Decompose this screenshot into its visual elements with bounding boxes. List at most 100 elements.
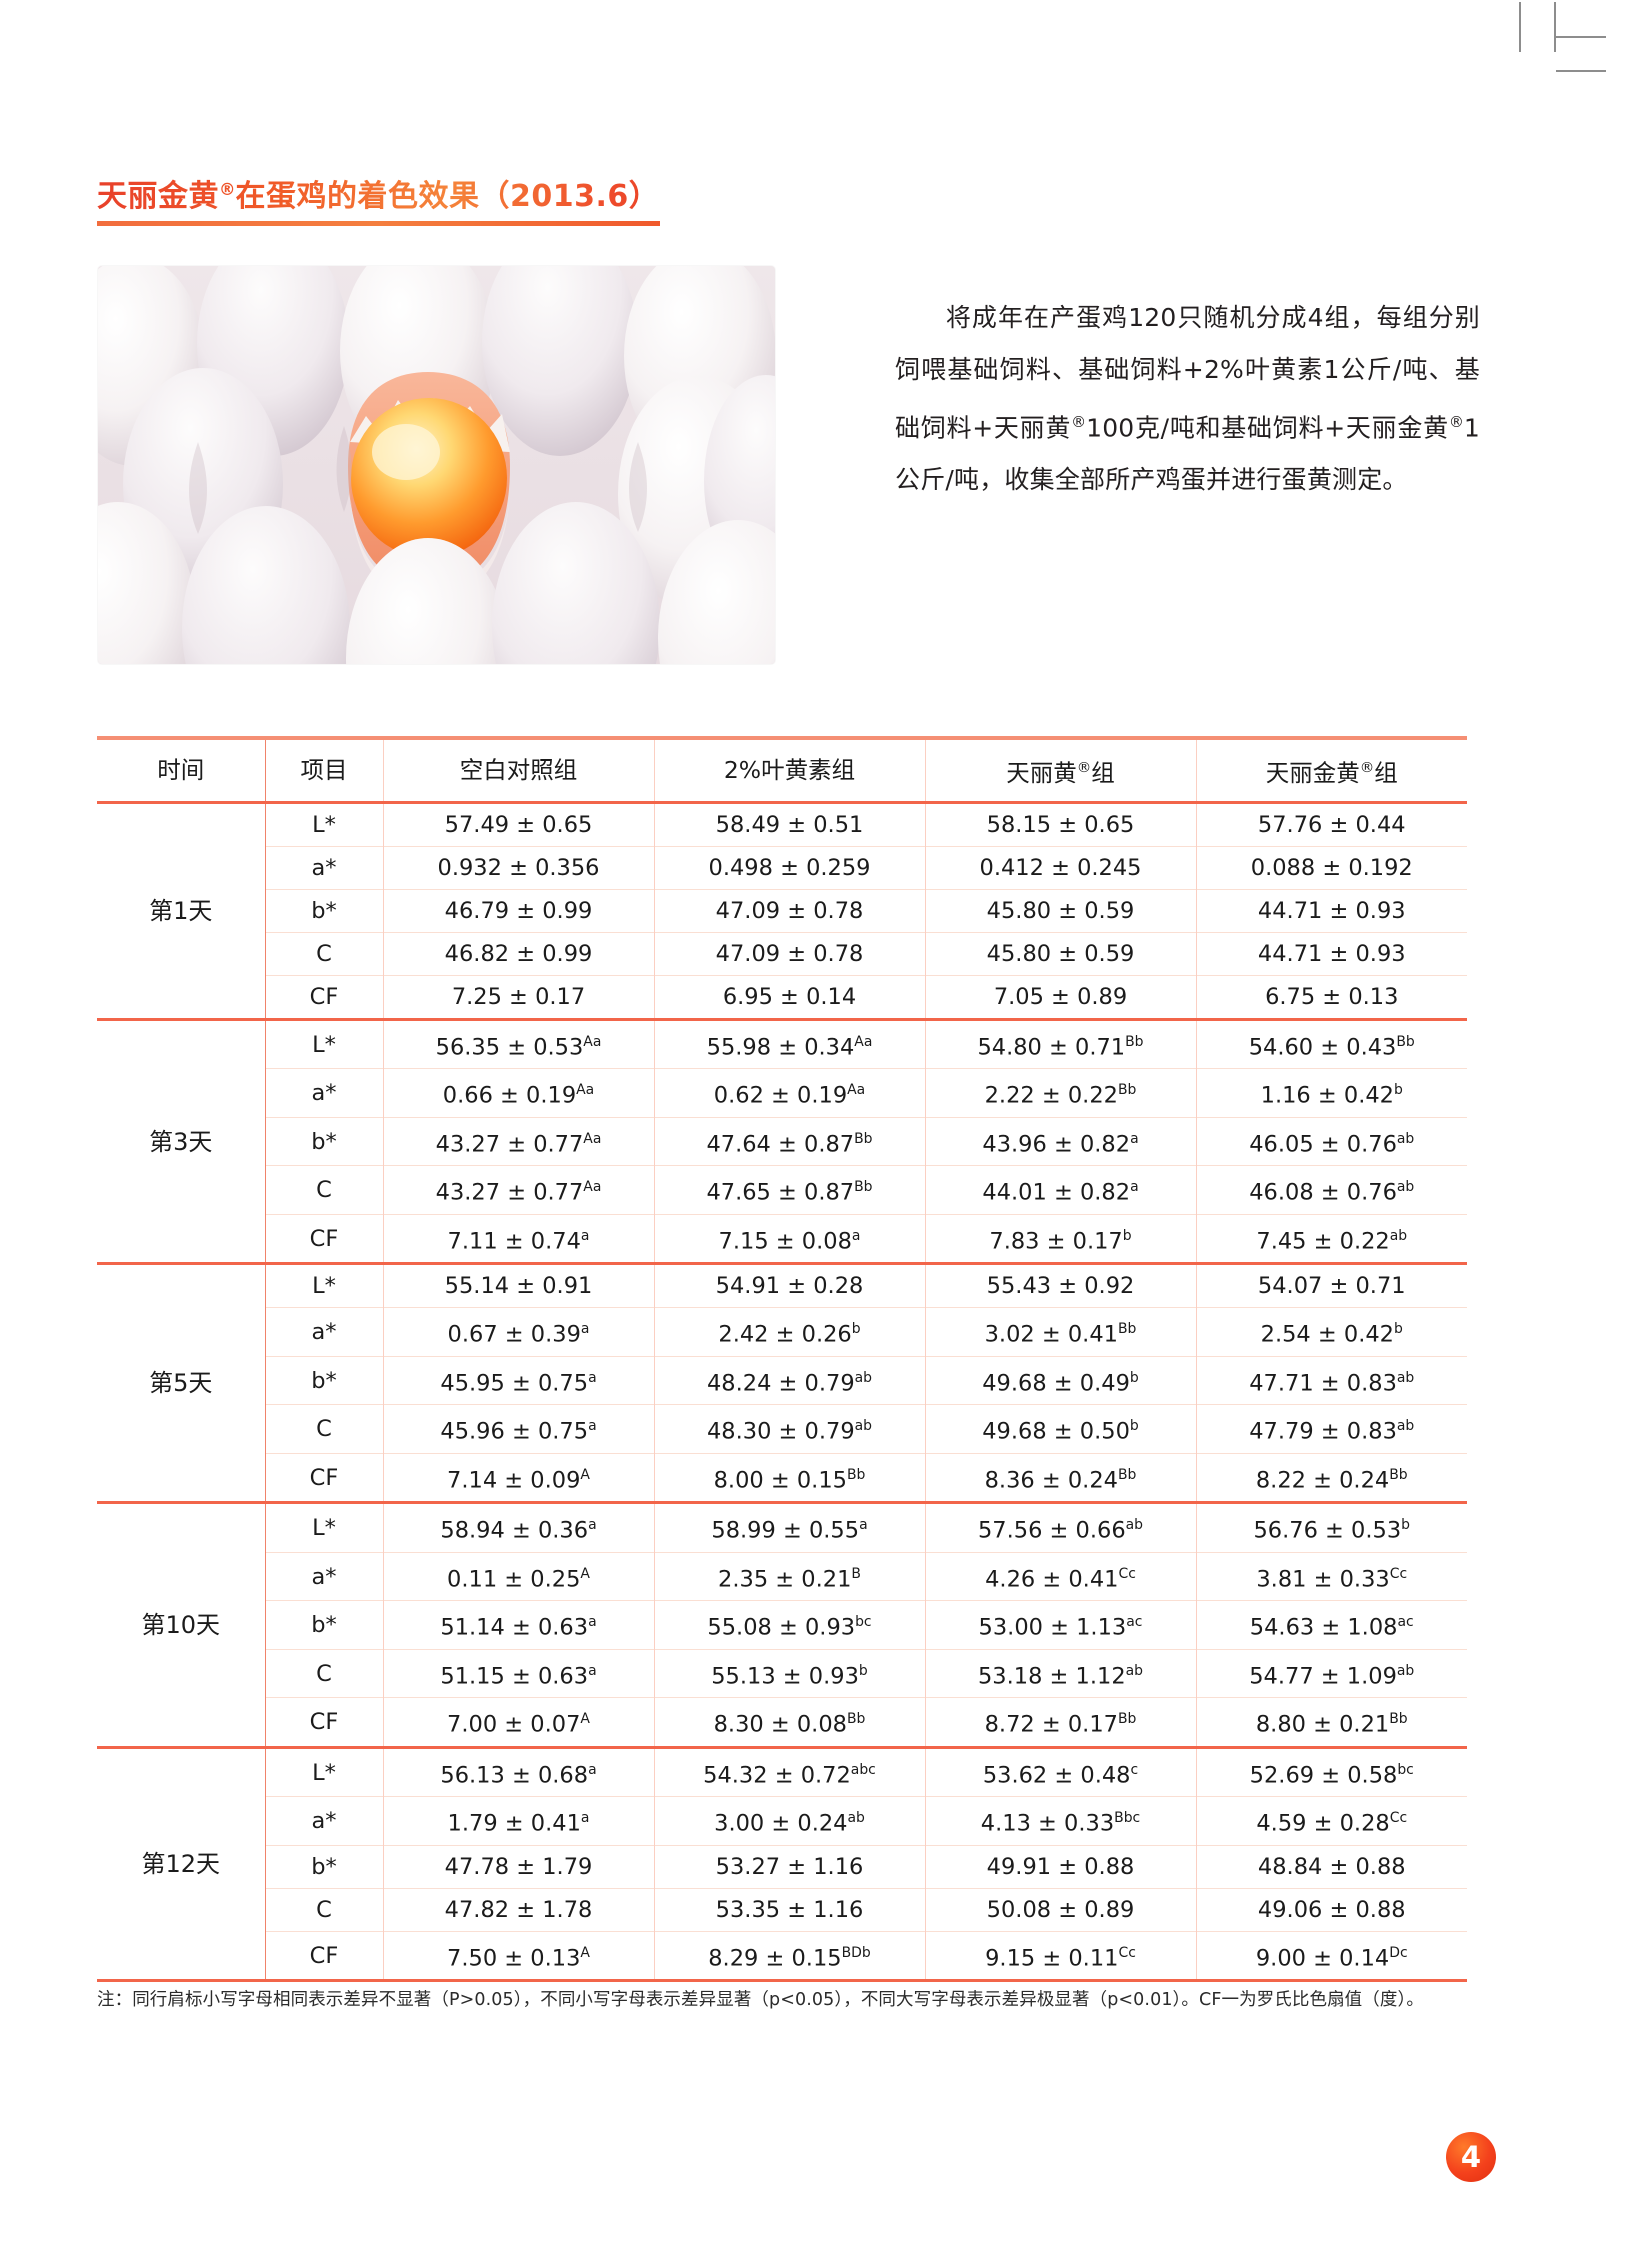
measurement-cell: 43.27 ± 0.77Aa — [383, 1165, 655, 1215]
significance-superscript: ab — [854, 1418, 873, 1435]
measurement-cell: 54.07 ± 0.71 — [1196, 1264, 1467, 1308]
measure-label-cell: C — [264, 1404, 384, 1454]
measurement-cell: 53.62 ± 0.48c — [925, 1747, 1197, 1797]
measurement-value: 51.15 ± 0.63 — [440, 1663, 589, 1690]
measurement-cell: 49.68 ± 0.49b — [925, 1356, 1197, 1405]
measure-label-cell: C — [264, 1165, 384, 1215]
title-product-name: 天丽金黄 — [97, 179, 219, 214]
measurement-cell: 7.83 ± 0.17b — [925, 1214, 1197, 1264]
measurement-cell: 54.80 ± 0.71Bb — [925, 1019, 1197, 1069]
significance-superscript: b — [1129, 1418, 1139, 1435]
registered-mark-icon-3: ® — [1448, 413, 1464, 431]
measurement-value: 54.91 ± 0.28 — [715, 1273, 864, 1300]
measurement-value: 55.98 ± 0.34 — [706, 1034, 855, 1061]
measurement-cell: 0.11 ± 0.25A — [383, 1552, 655, 1601]
table-row: C 45.96 ± 0.75a 48.30 ± 0.79ab 49.68 ± 0.50… — [97, 1404, 1467, 1454]
significance-superscript: ab — [1396, 1369, 1415, 1386]
measurement-cell: 57.49 ± 0.65 — [383, 802, 655, 847]
measurement-cell: 47.71 ± 0.83ab — [1196, 1356, 1467, 1405]
measurement-cell: 7.15 ± 0.08a — [654, 1214, 926, 1264]
measurement-cell: 44.71 ± 0.93 — [1196, 932, 1467, 975]
significance-superscript: BDb — [841, 1944, 871, 1961]
table-row: CF 7.50 ± 0.13A 8.29 ± 0.15BDb 9.15 ± 0.11C… — [97, 1931, 1467, 1981]
measurement-value: 53.35 ± 1.16 — [715, 1896, 864, 1923]
measurement-cell: 6.95 ± 0.14 — [654, 975, 926, 1020]
measurement-value: 54.77 ± 1.09 — [1249, 1663, 1397, 1690]
intro-line-3a: 础饲料+天丽黄 — [895, 413, 1072, 443]
significance-superscript: b — [1394, 1321, 1403, 1338]
measurement-cell: 9.15 ± 0.11Cc — [925, 1931, 1197, 1981]
significance-superscript: Bb — [1389, 1711, 1408, 1728]
measurement-cell: 46.05 ± 0.76ab — [1196, 1117, 1467, 1166]
measurement-cell: 8.00 ± 0.15Bb — [654, 1453, 926, 1503]
measurement-value: 54.60 ± 0.43 — [1248, 1034, 1397, 1061]
column-header-lutein-group: 2%叶黄素组 — [654, 738, 926, 803]
measurement-cell: 8.72 ± 0.17Bb — [925, 1697, 1197, 1748]
measurement-value: 4.26 ± 0.41 — [985, 1566, 1119, 1593]
measurement-value: 49.68 ± 0.49 — [982, 1370, 1130, 1397]
significance-superscript: A — [580, 1565, 590, 1582]
measurement-cell: 7.14 ± 0.09A — [383, 1453, 655, 1503]
measurement-value: 44.71 ± 0.93 — [1257, 940, 1406, 967]
measure-label-cell: b* — [264, 889, 384, 933]
significance-superscript: Bb — [1117, 1466, 1137, 1483]
measurement-cell: 3.02 ± 0.41Bb — [925, 1307, 1197, 1357]
significance-superscript: A — [580, 1711, 590, 1728]
measurement-cell: 46.79 ± 0.99 — [383, 889, 655, 933]
measurement-cell: 48.84 ± 0.88 — [1196, 1845, 1467, 1888]
measurement-cell: 7.00 ± 0.07A — [383, 1697, 655, 1748]
measurement-value: 45.95 ± 0.75 — [440, 1370, 589, 1397]
significance-superscript: ab — [847, 1810, 865, 1827]
measurement-value: 45.80 ± 0.59 — [986, 897, 1135, 924]
time-label-cell: 第12天 — [141, 1850, 221, 1879]
measure-label-cell: a* — [264, 846, 384, 890]
significance-superscript: Dc — [1389, 1944, 1408, 1961]
section-title: 天丽金黄®在蛋鸡的着色效果（2013.6） — [97, 178, 737, 226]
significance-superscript: Aa — [583, 1179, 602, 1196]
significance-superscript: Bb — [1389, 1466, 1408, 1483]
measure-label-cell: L* — [264, 1263, 384, 1308]
table-row: a* 0.66 ± 0.19Aa 0.62 ± 0.19Aa 2.22 ± 0.22B… — [97, 1068, 1467, 1118]
measurement-value: 47.82 ± 1.78 — [444, 1896, 593, 1923]
measure-label-cell: CF — [264, 1697, 384, 1748]
intro-line-4: 1公斤/吨，收集全部所产鸡蛋并进行蛋黄测定。 — [895, 413, 1480, 495]
measurement-cell: 50.08 ± 0.89 — [925, 1888, 1197, 1932]
significance-superscript: Cc — [1118, 1944, 1136, 1961]
measurement-cell: 56.76 ± 0.53b — [1196, 1503, 1467, 1553]
measure-label-cell: C — [264, 1888, 384, 1932]
measure-label-cell: CF — [264, 1453, 384, 1503]
table-row: CF 7.14 ± 0.09A 8.00 ± 0.15Bb 8.36 ± 0.24Bb… — [97, 1453, 1467, 1503]
measurement-value: 58.49 ± 0.51 — [715, 811, 864, 838]
measurement-value: 7.05 ± 0.89 — [993, 983, 1128, 1010]
measurement-cell: 1.16 ± 0.42b — [1196, 1069, 1467, 1118]
measurement-value: 56.35 ± 0.53 — [435, 1034, 584, 1061]
crop-mark-vertical-inner — [1554, 2, 1556, 52]
significance-superscript: a — [1130, 1179, 1139, 1196]
table-row: C 46.82 ± 0.99 47.09 ± 0.78 45.80 ± 0.59 44.… — [97, 932, 1467, 976]
significance-superscript: Bb — [854, 1179, 873, 1196]
measurement-value: 2.54 ± 0.42 — [1260, 1321, 1394, 1348]
significance-superscript: Bb — [846, 1711, 866, 1728]
table-row: C 43.27 ± 0.77Aa 47.65 ± 0.87Bb 44.01 ± 0.8… — [97, 1165, 1467, 1215]
significance-superscript: ab — [854, 1369, 873, 1386]
measure-label-cell: C — [264, 1649, 384, 1698]
time-label-cell: 第3天 — [149, 1127, 213, 1156]
measurement-value: 6.95 ± 0.14 — [722, 983, 857, 1010]
significance-superscript: Aa — [576, 1082, 595, 1099]
measurement-value: 8.80 ± 0.21 — [1255, 1711, 1390, 1738]
table-row: 第12天 L* 56.13 ± 0.68a 54.32 ± 0.72abc 53.62 … — [97, 1747, 1467, 1878]
measurement-value: 45.96 ± 0.75 — [440, 1418, 589, 1445]
significance-superscript: Bb — [846, 1466, 866, 1483]
measure-label-cell: b* — [264, 1600, 384, 1650]
measurement-value: 55.43 ± 0.92 — [986, 1273, 1135, 1300]
table-footnote: 注：同行肩标小写字母相同表示差异不显著（P>0.05），不同小写字母表示差异显著… — [97, 1990, 1424, 2010]
measurement-value: 55.13 ± 0.93 — [711, 1663, 859, 1690]
measurement-value: 58.99 ± 0.55 — [711, 1517, 860, 1544]
table-body: 第1天 L* 57.49 ± 0.65 58.49 ± 0.51 58.15 ± 0.6… — [97, 802, 1467, 1981]
significance-superscript: c — [1130, 1761, 1139, 1778]
significance-superscript: bc — [1397, 1761, 1414, 1778]
measurement-cell: 55.43 ± 0.92 — [925, 1263, 1197, 1308]
measurement-cell: 2.54 ± 0.42b — [1196, 1308, 1467, 1357]
measurement-value: 47.78 ± 1.79 — [444, 1853, 593, 1880]
